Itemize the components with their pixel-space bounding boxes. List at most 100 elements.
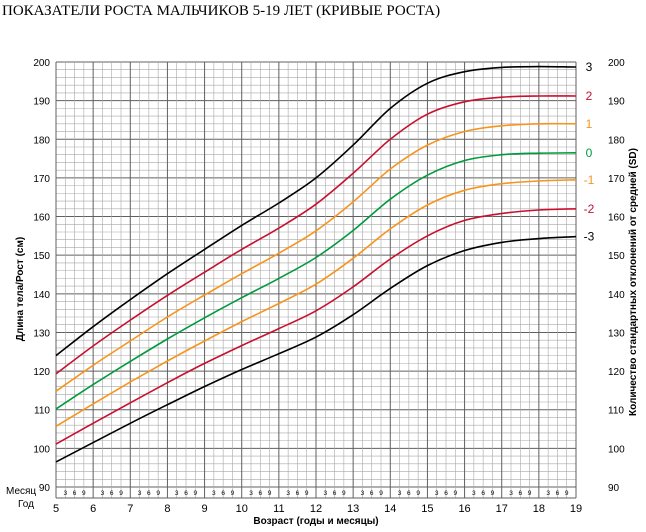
month-tick-label: 3	[435, 490, 439, 497]
grid	[55, 61, 577, 499]
month-tick-label: 6	[407, 490, 411, 497]
curve-label-sd-0: 0	[586, 146, 593, 160]
year-corner-label: Год	[18, 499, 34, 510]
month-tick-label: 6	[184, 490, 188, 497]
month-tick-label: 9	[491, 490, 495, 497]
y-tick-label-right: 120	[608, 367, 625, 378]
curve-sd-3	[55, 65, 577, 357]
month-tick-label: 6	[296, 490, 300, 497]
y-tick-label-right: 90	[608, 483, 620, 494]
month-tick-label: 3	[509, 490, 513, 497]
month-tick-label: 3	[361, 490, 365, 497]
month-tick-label: 9	[119, 490, 123, 497]
y-tick-label-left: 200	[33, 58, 50, 69]
month-tick-label: 3	[472, 490, 476, 497]
month-tick-label: 6	[444, 490, 448, 497]
y2-axis-label: Количество стандартных отклонений от сре…	[628, 148, 639, 416]
month-tick-label: 6	[370, 490, 374, 497]
y-tick-label-left: 170	[33, 174, 50, 185]
month-tick-label: 3	[175, 490, 179, 497]
y-tick-label-right: 160	[608, 213, 625, 224]
curve-sd--3	[55, 235, 577, 463]
curve-labels: 3 2 1 0 -1 -2 -3	[584, 60, 595, 244]
x-tick-label: 9	[202, 503, 208, 515]
month-tick-label: 9	[156, 490, 160, 497]
curve-label-sd--3: -3	[584, 230, 595, 244]
x-tick-label: 7	[127, 503, 133, 515]
y-tick-label-left: 160	[33, 213, 50, 224]
y-tick-label-right: 170	[608, 174, 625, 185]
y-tick-label-left: 90	[39, 483, 51, 494]
y-tick-label-right: 100	[608, 444, 625, 455]
y-tick-label-left: 180	[33, 135, 50, 146]
month-tick-label: 6	[258, 490, 262, 497]
month-tick-label: 3	[249, 490, 253, 497]
x-tick-label: 6	[90, 503, 96, 515]
month-tick-label: 6	[518, 490, 522, 497]
x-tick-label: 15	[421, 503, 433, 515]
y-tick-label-left: 150	[33, 251, 50, 262]
curve-sd-0	[55, 152, 577, 410]
month-tick-label: 6	[221, 490, 225, 497]
month-tick-label: 3	[212, 490, 216, 497]
month-tick-label: 9	[82, 490, 86, 497]
curve-label-sd--1: -1	[584, 173, 595, 187]
y-tick-label-right: 150	[608, 251, 625, 262]
y-tick-label-right: 130	[608, 328, 625, 339]
y-tick-label-left: 110	[34, 406, 50, 417]
month-tick-label: 3	[323, 490, 327, 497]
month-tick-label: 3	[138, 490, 142, 497]
month-tick-label: 6	[73, 490, 77, 497]
x-tick-label: 18	[533, 503, 545, 515]
month-tick-label: 9	[416, 490, 420, 497]
y-tick-label-left: 140	[33, 290, 50, 301]
month-tick-label: 3	[101, 490, 105, 497]
y-tick-label-left: 100	[33, 444, 50, 455]
x-tick-label: 13	[347, 503, 359, 515]
curve-sd--1	[55, 179, 577, 427]
x-tick-label: 10	[236, 503, 248, 515]
y-tick-label-left: 130	[33, 328, 50, 339]
curve-label-sd-2: 2	[586, 89, 593, 103]
y-tick-label-right: 200	[608, 58, 625, 69]
month-corner-label: Месяц	[6, 486, 36, 497]
month-tick-label: 9	[453, 490, 457, 497]
month-tick-label: 6	[481, 490, 485, 497]
curve-label-sd-3: 3	[586, 60, 593, 74]
month-tick-label: 6	[333, 490, 337, 497]
curve-label-sd-1: 1	[586, 117, 593, 131]
month-tick-label: 9	[342, 490, 346, 497]
x-tick-label: 12	[310, 503, 322, 515]
x-tick-label: 14	[384, 503, 396, 515]
x-axis-label: Возраст (годы и месяцы)	[253, 516, 378, 527]
y-tick-label-right: 180	[608, 135, 625, 146]
y-axis-label: Длина тела/Рост (см)	[15, 237, 26, 341]
month-tick-label: 6	[110, 490, 114, 497]
y-tick-label-left: 190	[33, 97, 50, 108]
month-tick-label: 3	[286, 490, 290, 497]
month-tick-label: 9	[565, 490, 569, 497]
x-tick-label: 8	[164, 503, 170, 515]
month-tick-label: 3	[63, 490, 67, 497]
y-tick-label-right: 190	[608, 97, 625, 108]
y-tick-label-right: 140	[608, 290, 625, 301]
x-tick-label: 5	[53, 503, 59, 515]
x-tick-label: 19	[570, 503, 582, 515]
month-tick-label: 3	[546, 490, 550, 497]
month-tick-label: 6	[556, 490, 560, 497]
y-tick-label-left: 120	[33, 367, 50, 378]
month-tick-label: 6	[147, 490, 151, 497]
curve-sd-1	[55, 122, 577, 392]
x-tick-label: 17	[496, 503, 508, 515]
month-tick-label: 9	[305, 490, 309, 497]
chart-title: ПОКАЗАТЕЛИ РОСТА МАЛЬЧИКОВ 5-19 ЛЕТ (КРИ…	[2, 3, 440, 19]
month-tick-label: 9	[528, 490, 532, 497]
month-tick-label: 9	[379, 490, 383, 497]
month-tick-label: 3	[398, 490, 402, 497]
month-tick-label: 9	[193, 490, 197, 497]
curve-sd--2	[55, 208, 577, 445]
curves	[55, 65, 577, 463]
x-tick-label: 11	[273, 503, 284, 515]
x-tick-label: 16	[458, 503, 470, 515]
